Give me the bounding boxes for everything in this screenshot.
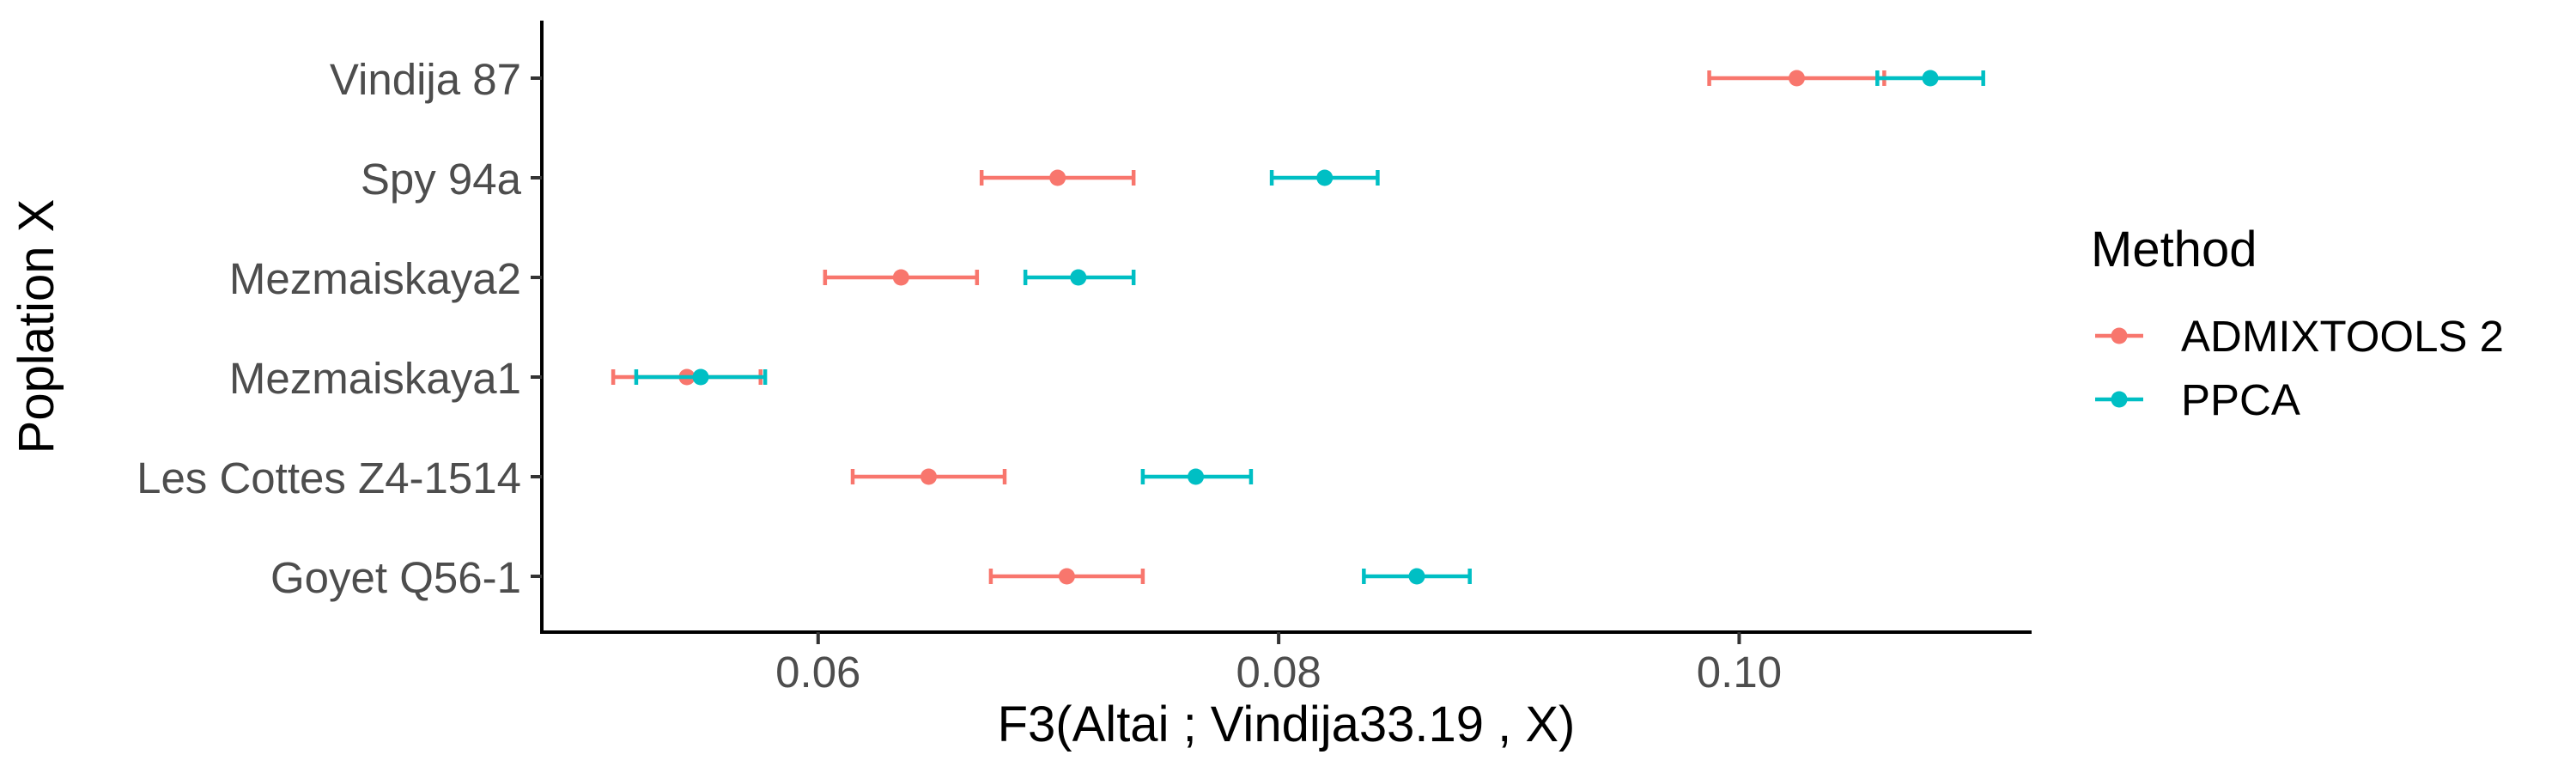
y-tick-label: Spy 94a (361, 155, 522, 204)
y-tick-label: Goyet Q56-1 (270, 553, 521, 602)
y-tick-label: Vindija 87 (330, 55, 521, 104)
x-tick-label: 0.08 (1236, 648, 1321, 697)
data-point (1049, 169, 1066, 186)
x-ticks: 0.06 0.08 0.10 (775, 632, 1782, 697)
legend-title: Method (2091, 222, 2257, 277)
series-admixtools2 (611, 70, 1886, 585)
y-tick-label: Mezmaiskaya2 (229, 254, 521, 303)
legend: Method ADMIXTOOLS 2 PPCA (2091, 222, 2504, 424)
data-marks (611, 70, 1985, 585)
legend-label: ADMIXTOOLS 2 (2181, 312, 2504, 361)
data-point (1788, 70, 1805, 87)
axes (540, 21, 2032, 634)
data-point (1070, 269, 1087, 286)
data-point (1316, 169, 1334, 186)
data-point (920, 468, 938, 485)
data-point (692, 368, 709, 386)
legend-key-point (2111, 327, 2128, 344)
x-tick-label: 0.06 (775, 648, 860, 697)
y-tick-label: Les Cottes Z4-1514 (137, 453, 521, 502)
y-axis-title: Poplation X (9, 199, 64, 454)
data-point (1058, 568, 1075, 585)
x-axis-title: F3(Altai ; Vindija33.19 , X) (998, 697, 1576, 752)
y-tick-label: Mezmaiskaya1 (229, 354, 521, 403)
x-tick-label: 0.10 (1697, 648, 1782, 697)
data-point (1922, 70, 1939, 87)
legend-key-point (2111, 391, 2128, 408)
data-point (892, 269, 909, 286)
y-ticks: Vindija 87 Spy 94a Mezmaiskaya2 Mezmaiskaya… (137, 55, 542, 602)
legend-items: ADMIXTOOLS 2 PPCA (2095, 312, 2504, 424)
legend-label: PPCA (2181, 375, 2300, 424)
data-point (1408, 568, 1425, 585)
series-ppca (634, 70, 1985, 585)
data-point (1188, 468, 1205, 485)
